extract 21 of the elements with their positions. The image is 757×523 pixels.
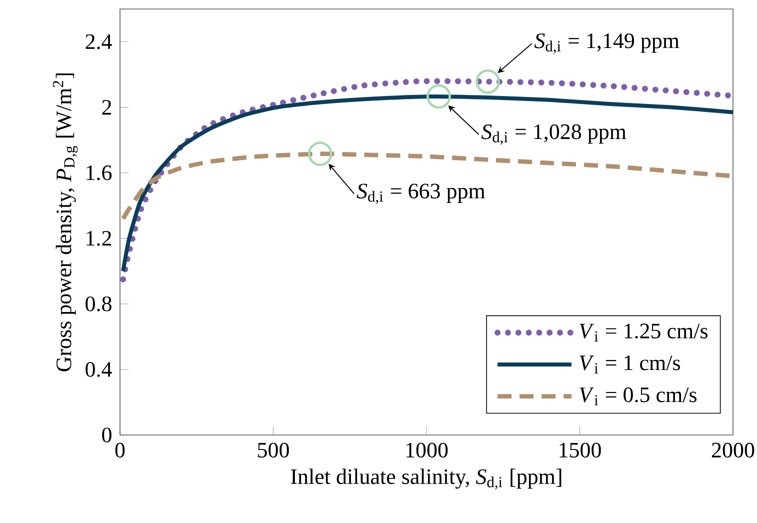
y-tick-label: 2.4 (86, 34, 112, 50)
x-axis-title: Inlet diluate salinity, S$_{d,i}$ [ppm] (290, 468, 562, 490)
legend-label: V$_{i}$ = 1.25 cm/s (580, 324, 708, 342)
annotation: S$_{d,i}$ = 1,028 ppm (481, 124, 626, 145)
legend-label: V$_{i}$ = 1 cm/s (580, 356, 680, 374)
line-series (121, 94, 735, 274)
legend-label: V$_{i}$ = 0.5 cm/s (580, 387, 697, 406)
x-tick-label: 500 (258, 442, 289, 458)
y-tick-label: 0.8 (86, 296, 112, 312)
y-tick-label: 1.6 (86, 165, 112, 180)
x-tick-label: 1000 (406, 442, 448, 458)
y-tick-label: 0 (102, 428, 112, 442)
x-tick-label: 2000 (712, 442, 754, 458)
y-axis-title: Gross power density, P$_{D,g}$ [W/m$^{2}$] (52, 73, 78, 372)
x-tick-label: 0 (115, 442, 125, 458)
y-tick-label: 0.4 (86, 362, 112, 377)
annotation: S$_{d,i}$ = 1,149 ppm (534, 33, 680, 54)
x-tick-label: 1500 (560, 442, 601, 458)
y-tick-label: 2 (102, 100, 112, 115)
y-tick-label: 1.2 (86, 230, 112, 246)
annotation: S$_{d,i}$ = 663 ppm (356, 184, 486, 204)
